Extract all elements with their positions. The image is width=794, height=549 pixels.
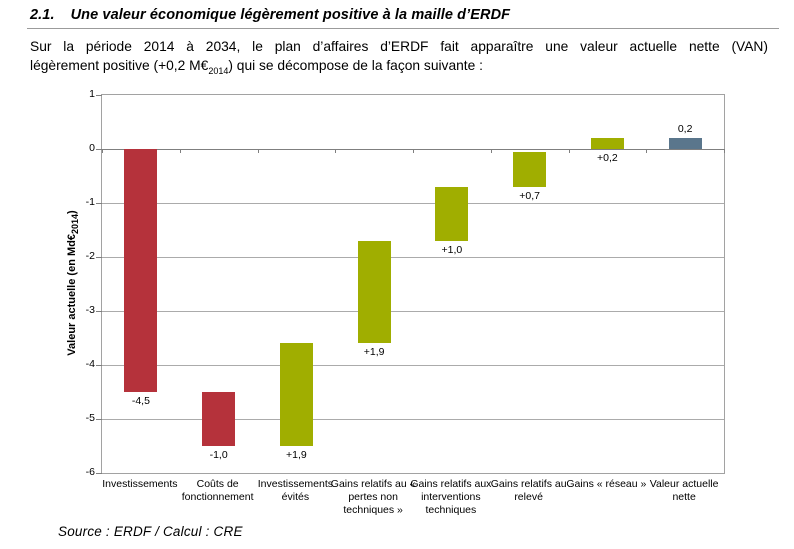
gridline: [102, 365, 724, 366]
y-axis-tick: [96, 203, 102, 204]
y-axis-title-subscript: 2014: [70, 214, 81, 235]
category-axis-tick: [646, 149, 647, 153]
category-label: Gains « réseau »: [566, 478, 647, 490]
category-axis-tick: [569, 149, 570, 153]
gridline: [102, 257, 724, 258]
section-number: 2.1.: [30, 7, 55, 23]
waterfall-bar: [202, 392, 236, 446]
bar-value-label: +0,2: [597, 152, 618, 164]
y-axis-tick: [96, 311, 102, 312]
y-axis-tick: [96, 365, 102, 366]
y-tick-label: -1: [85, 196, 95, 208]
category-axis-tick: [335, 149, 336, 153]
y-axis-tick: [96, 419, 102, 420]
y-axis-tick: [96, 95, 102, 96]
subscript-2014: 2014: [208, 65, 229, 76]
bar-value-label: +1,0: [441, 243, 463, 256]
category-label: Valeur actuelle nette: [649, 478, 719, 503]
source-note: Source : ERDF / Calcul : CRE: [58, 524, 243, 539]
y-axis-tick: [96, 257, 102, 258]
waterfall-bar: [124, 149, 158, 392]
bar-value-label: 0,2: [677, 123, 693, 136]
category-axis-tick: [724, 149, 725, 153]
bar-value-label: -4,5: [131, 395, 150, 407]
section-heading: 2.1. Une valeur économique légèrement pos…: [30, 7, 775, 23]
category-label: Investissements évités: [257, 478, 334, 503]
body-line-1: Sur la période 2014 à 2034, le plan d’af…: [30, 39, 768, 54]
gridline: [102, 419, 724, 420]
category-label: Investissements: [102, 478, 178, 490]
bar-value-label: +1,9: [286, 449, 307, 461]
y-tick-label: -2: [85, 250, 95, 262]
waterfall-bar: [435, 186, 469, 241]
waterfall-bar: [590, 138, 624, 149]
category-axis-tick: [102, 149, 103, 153]
category-label: Coûts de fonctionnement: [181, 478, 254, 503]
category-label: Gains relatifs au « pertes non technique…: [330, 478, 416, 516]
body-paragraph: Sur la période 2014 à 2034, le plan d’af…: [30, 37, 768, 75]
gridline: [102, 203, 724, 204]
gridline: [102, 311, 724, 312]
plot-area: -4,5 -1,0 +1,9 +1,9 +1,0 +0,7 +0,2 0,2: [96, 94, 725, 474]
category-axis-tick: [491, 149, 492, 153]
y-axis-title: Valeur actuelle (en Md€2014): [66, 210, 81, 356]
category-label: Gains relatifs au relevé: [490, 478, 567, 503]
body-line-2: légèrement positive (+0,2 M€2014) qui se…: [30, 58, 483, 76]
heading-rule: [27, 28, 779, 29]
bar-value-label: -1,0: [209, 449, 228, 461]
category-axis-tick: [180, 149, 181, 153]
y-tick-label: -6: [85, 466, 95, 478]
waterfall-bar: [279, 343, 313, 446]
y-axis-tick: [96, 149, 102, 150]
waterfall-chart: Valeur actuelle (en Md€2014) -4,5 -1,0 +1,…: [60, 88, 750, 520]
y-tick-label: -5: [85, 412, 95, 424]
y-tick-label: 0: [89, 142, 95, 154]
category-label: Gains relatifs aux interventions techniq…: [410, 478, 492, 516]
y-tick-label: -3: [85, 304, 95, 316]
category-axis-tick: [258, 149, 259, 153]
y-axis-tick: [96, 473, 102, 474]
y-tick-label: -4: [85, 358, 95, 370]
category-axis-tick: [413, 149, 414, 153]
waterfall-bar: [357, 240, 391, 344]
section-title: Une valeur économique légèrement positiv…: [70, 7, 511, 23]
bar-value-label: +1,9: [363, 346, 385, 359]
waterfall-bar: [513, 151, 547, 187]
y-tick-label: 1: [89, 88, 95, 100]
bar-value-label: +0,7: [519, 189, 540, 202]
waterfall-bar: [668, 138, 702, 149]
